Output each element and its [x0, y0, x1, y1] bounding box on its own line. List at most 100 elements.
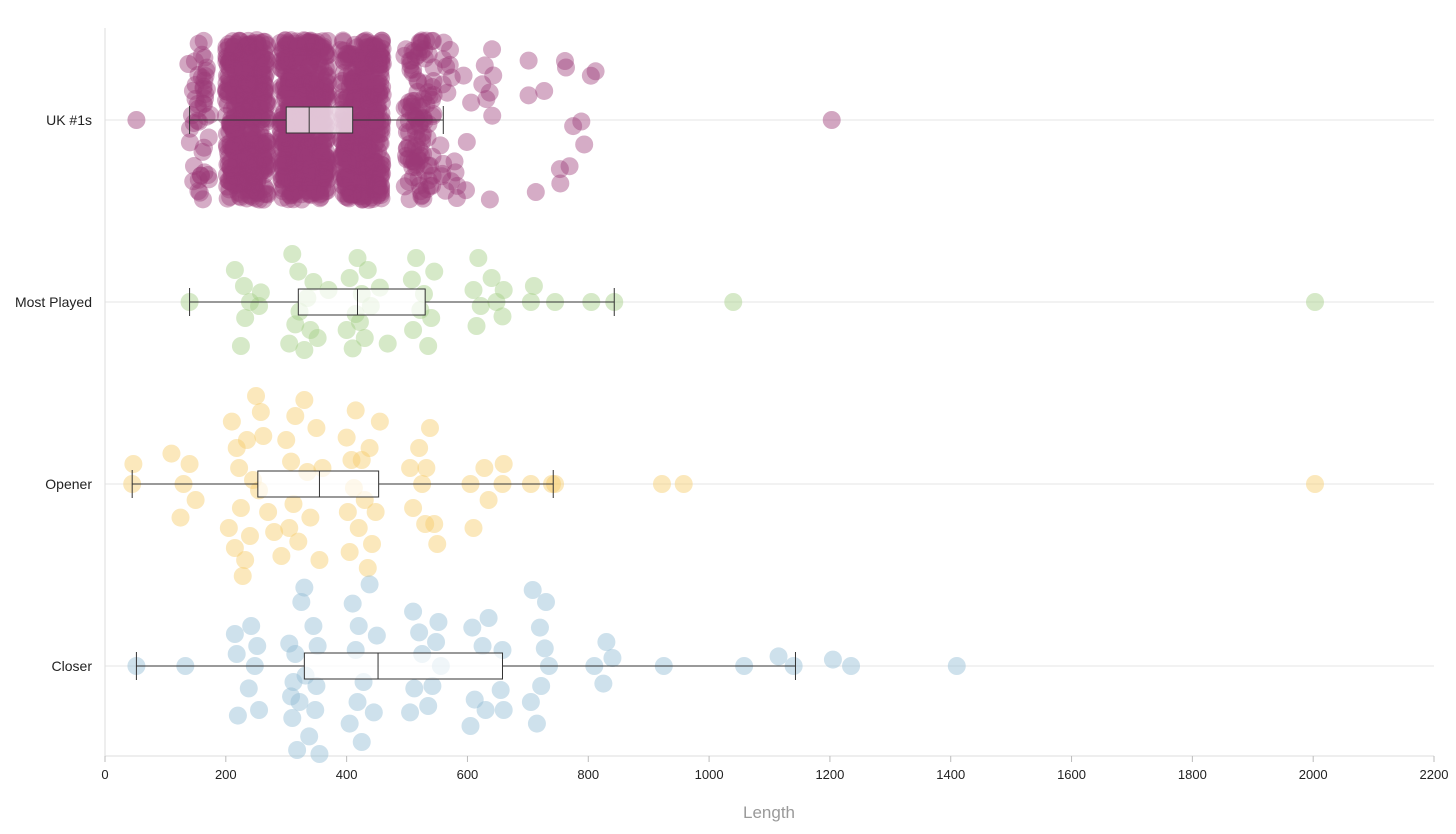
data-point-uk-1s	[255, 150, 274, 169]
x-tick-label: 1800	[1178, 767, 1207, 782]
data-point-opener	[337, 428, 356, 447]
data-point-uk-1s	[396, 146, 415, 165]
data-point-uk-1s	[258, 134, 277, 153]
data-point-uk-1s	[277, 53, 296, 72]
data-point-uk-1s	[339, 167, 358, 186]
data-point-uk-1s	[289, 177, 308, 196]
data-point-uk-1s	[318, 91, 337, 110]
data-point-opener	[417, 459, 436, 477]
data-point-opener	[310, 551, 329, 569]
data-point-uk-1s	[248, 137, 267, 156]
data-point-uk-1s	[344, 45, 363, 64]
data-point-uk-1s	[335, 170, 354, 189]
data-point-uk-1s	[238, 165, 257, 184]
data-point-uk-1s	[373, 164, 392, 183]
data-point-uk-1s	[306, 35, 325, 54]
data-point-uk-1s	[221, 133, 240, 152]
data-point-uk-1s	[188, 95, 207, 114]
data-point-uk-1s	[317, 86, 336, 105]
data-point-uk-1s	[244, 156, 263, 175]
data-point-opener	[475, 459, 494, 477]
data-point-most-played	[471, 297, 490, 315]
data-point-uk-1s	[347, 66, 366, 85]
data-point-opener	[494, 455, 513, 473]
data-point-uk-1s	[409, 97, 428, 116]
data-point-uk-1s	[293, 36, 312, 55]
data-point-uk-1s	[276, 45, 295, 64]
data-point-uk-1s	[285, 142, 304, 161]
data-point-uk-1s	[222, 163, 241, 182]
data-point-uk-1s	[284, 171, 303, 190]
data-point-uk-1s	[423, 90, 442, 109]
data-point-uk-1s	[236, 110, 255, 129]
data-point-uk-1s	[239, 172, 258, 191]
data-point-uk-1s	[242, 35, 261, 54]
data-point-uk-1s	[356, 47, 375, 66]
data-point-uk-1s	[371, 186, 390, 205]
data-point-uk-1s	[306, 69, 325, 88]
data-point-uk-1s	[305, 136, 324, 155]
data-point-uk-1s	[244, 178, 263, 197]
data-point-uk-1s	[197, 80, 216, 99]
data-point-uk-1s	[294, 65, 313, 84]
data-point-uk-1s	[220, 60, 239, 79]
data-point-uk-1s	[224, 122, 243, 141]
data-point-uk-1s	[242, 94, 261, 113]
data-point-uk-1s	[235, 36, 254, 55]
data-point-uk-1s	[371, 169, 390, 188]
data-point-uk-1s	[448, 176, 467, 195]
data-point-uk-1s	[223, 32, 242, 51]
data-point-uk-1s	[293, 87, 312, 106]
data-point-uk-1s	[365, 37, 384, 56]
data-point-uk-1s	[289, 79, 308, 98]
data-point-uk-1s	[340, 132, 359, 151]
data-point-uk-1s	[280, 36, 299, 55]
data-point-uk-1s	[243, 130, 262, 149]
data-point-uk-1s	[397, 97, 416, 116]
data-point-uk-1s	[258, 109, 277, 128]
data-point-uk-1s	[220, 75, 239, 94]
data-point-uk-1s	[303, 70, 322, 89]
data-point-closer	[401, 703, 420, 722]
data-point-uk-1s	[224, 137, 243, 156]
data-point-uk-1s	[310, 189, 329, 208]
data-point-uk-1s	[399, 111, 418, 130]
data-point-uk-1s	[362, 131, 381, 150]
data-point-uk-1s	[356, 56, 375, 75]
data-point-uk-1s	[284, 147, 303, 166]
data-point-uk-1s	[275, 75, 294, 94]
data-point-uk-1s	[237, 189, 256, 208]
data-point-uk-1s	[225, 86, 244, 105]
data-point-uk-1s	[370, 45, 389, 64]
data-point-uk-1s	[484, 66, 503, 85]
data-point-uk-1s	[335, 167, 354, 186]
data-point-uk-1s	[279, 190, 298, 209]
data-point-uk-1s	[196, 85, 215, 104]
data-point-uk-1s	[222, 165, 241, 184]
data-point-uk-1s	[190, 112, 209, 131]
data-point-uk-1s	[250, 82, 269, 101]
data-point-uk-1s	[218, 85, 237, 104]
data-point-uk-1s	[353, 90, 372, 109]
data-point-uk-1s	[241, 176, 260, 195]
data-point-uk-1s	[365, 35, 384, 54]
data-point-uk-1s	[337, 134, 356, 153]
data-point-uk-1s	[305, 150, 324, 169]
data-point-uk-1s	[230, 168, 249, 187]
data-point-uk-1s	[359, 94, 378, 113]
data-point-closer	[473, 637, 492, 655]
data-point-uk-1s	[336, 137, 355, 156]
data-point-opener	[162, 444, 181, 463]
data-point-uk-1s	[404, 60, 423, 79]
data-point-uk-1s	[360, 132, 379, 151]
data-point-uk-1s	[397, 122, 416, 141]
data-point-uk-1s	[295, 83, 314, 102]
data-point-most-played	[231, 337, 250, 355]
data-point-uk-1s	[367, 53, 386, 72]
data-point-uk-1s	[232, 107, 251, 126]
data-point-uk-1s	[241, 172, 260, 191]
data-point-opener	[254, 427, 273, 445]
data-point-uk-1s	[403, 97, 422, 116]
